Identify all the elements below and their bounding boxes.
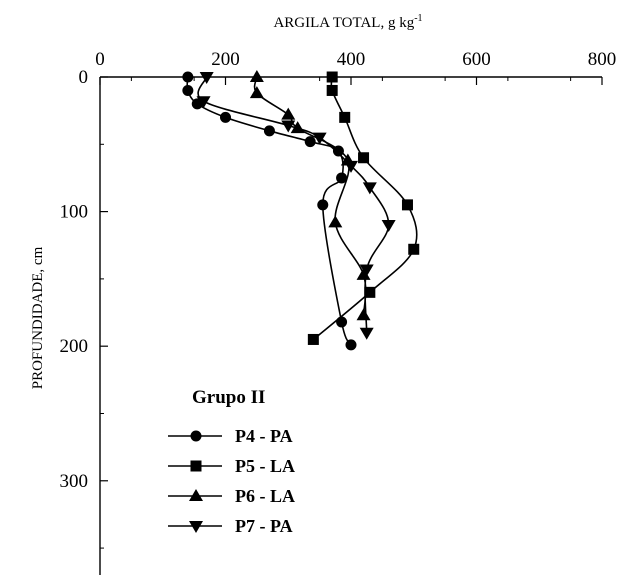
data-point: [359, 264, 374, 277]
series-3: [249, 70, 371, 321]
x-tick-label: 800: [588, 49, 617, 70]
legend-label: P6 - LA: [235, 486, 295, 506]
data-point: [220, 111, 231, 123]
data-point: [362, 182, 377, 195]
data-point: [381, 220, 396, 233]
legend-label: P4 - PA: [235, 426, 293, 446]
data-point: [345, 339, 357, 351]
y-tick-label: 200: [60, 336, 89, 357]
legend-marker: [189, 521, 203, 533]
data-point: [263, 125, 275, 137]
data-point: [356, 308, 371, 321]
axes: 0 200 400 600 800 0 100 200 300: [60, 49, 617, 575]
data-point: [182, 84, 194, 96]
series-line: [186, 76, 352, 346]
series-2: [307, 71, 420, 345]
data-point: [326, 71, 338, 83]
legend-title: Grupo II: [192, 387, 265, 408]
data-point: [249, 70, 264, 82]
legend-item: P7 - PA: [168, 516, 293, 536]
x-tick-label: 400: [337, 49, 366, 70]
legend-label: P7 - PA: [235, 516, 293, 536]
series-1: [182, 71, 357, 351]
data-point: [364, 286, 376, 298]
data-point: [326, 84, 338, 96]
y-tick-label: 100: [60, 202, 89, 223]
data-point: [304, 136, 316, 148]
legend-item: P4 - PA: [168, 426, 293, 446]
data-point: [182, 71, 194, 83]
data-point: [328, 215, 343, 228]
data-point: [408, 243, 420, 255]
x-tick-label: 200: [211, 49, 240, 70]
data-point: [356, 267, 371, 280]
legend-marker: [190, 430, 202, 442]
data-point: [196, 96, 211, 109]
data-point: [307, 333, 319, 345]
data-point: [401, 199, 413, 211]
data-point: [336, 172, 348, 184]
y-tick-label: 300: [60, 471, 89, 492]
legend-marker: [190, 460, 202, 472]
x-axis-title: ARGILA TOTAL, g kg-1: [273, 13, 422, 31]
legend-item: P5 - LA: [168, 456, 295, 476]
data-point: [281, 107, 296, 120]
y-axis-title: PROFUNDIDADE, cm: [30, 246, 46, 389]
data-point: [358, 152, 370, 164]
legend-marker: [189, 489, 203, 501]
legend-item: P6 - LA: [168, 486, 295, 506]
data-point: [199, 72, 214, 84]
data-point: [359, 327, 374, 340]
data-point: [281, 120, 296, 133]
data-point: [344, 160, 358, 173]
x-tick-label: 600: [462, 49, 491, 70]
series-4: [196, 72, 396, 340]
x-tick-label: 0: [95, 49, 105, 70]
data-point: [339, 111, 351, 123]
data-point: [312, 132, 327, 145]
data-point: [317, 199, 329, 211]
data-point: [336, 316, 348, 328]
legend: Grupo II P4 - PA P5 - LA P6 - LA P7 - PA: [168, 387, 295, 536]
series-layer: [182, 70, 420, 351]
y-tick-label: 0: [79, 67, 89, 88]
legend-label: P5 - LA: [235, 456, 295, 476]
data-point: [249, 86, 264, 99]
